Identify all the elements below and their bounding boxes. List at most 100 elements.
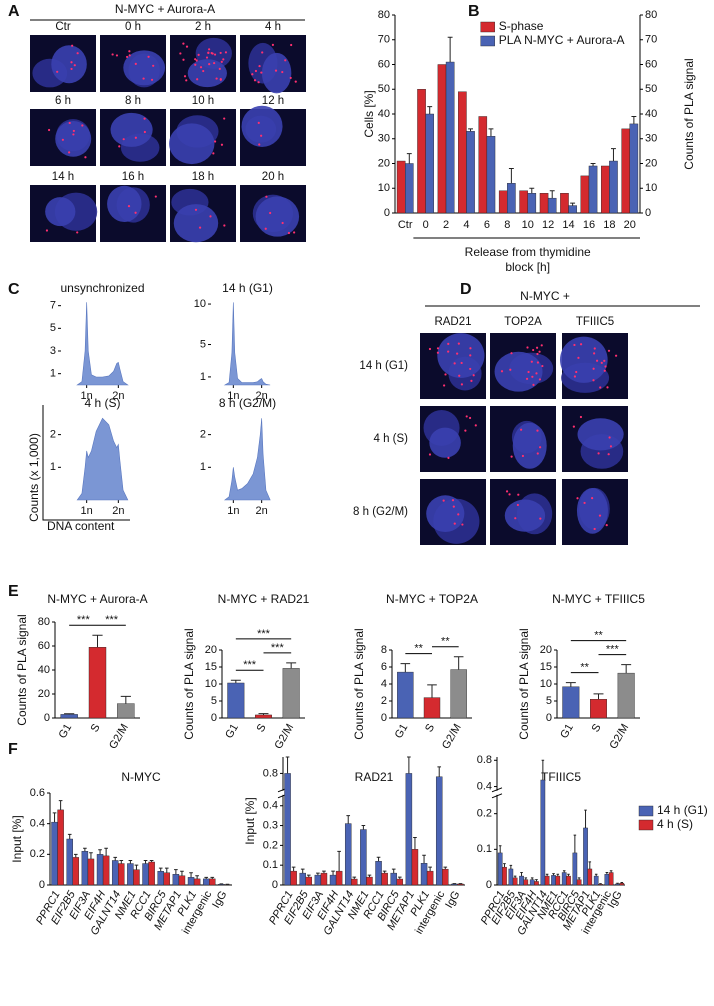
bar xyxy=(608,872,614,886)
error-bar xyxy=(189,872,193,878)
error-bar xyxy=(573,834,577,853)
y-tick-label: 70 xyxy=(645,34,657,46)
error-bar xyxy=(520,872,523,877)
y-tick-label: 2 xyxy=(50,429,56,441)
pla-dot xyxy=(185,45,189,48)
pla-dot xyxy=(73,64,76,67)
pla-dot xyxy=(447,456,450,459)
error-bar xyxy=(556,873,560,877)
pla-dot xyxy=(111,53,114,56)
error-bar xyxy=(382,870,387,874)
bar xyxy=(502,866,507,886)
y-tick-label: 10 xyxy=(540,678,552,690)
error-bar xyxy=(530,877,534,880)
bar xyxy=(604,874,610,886)
x-tick-label: 1n xyxy=(227,390,239,402)
pla-dot xyxy=(464,429,467,432)
significance-label: ** xyxy=(594,630,603,642)
pla-dot xyxy=(183,75,187,78)
bar xyxy=(568,205,577,214)
error-bar xyxy=(89,852,93,859)
bar xyxy=(127,863,134,886)
pla-dot xyxy=(451,499,455,502)
chart-title: TFIIIC5 xyxy=(541,770,581,784)
error-bar xyxy=(590,163,596,166)
pla-dot xyxy=(452,505,455,508)
bar xyxy=(609,160,618,214)
pla-dot xyxy=(510,352,513,355)
pla-dot xyxy=(56,70,59,73)
pla-dot xyxy=(516,503,519,507)
x-tick-label: G1 xyxy=(57,722,75,741)
pla-dot xyxy=(210,51,213,55)
pla-dot xyxy=(220,143,224,146)
bar xyxy=(551,875,556,886)
pla-dot xyxy=(179,52,182,55)
x-tick-label: 18 xyxy=(603,219,615,231)
error-bar xyxy=(541,759,545,780)
bar xyxy=(172,874,180,886)
pla-dot xyxy=(474,424,477,427)
legend-label: S-phase xyxy=(499,19,544,33)
error-bar xyxy=(58,800,63,810)
error-bar xyxy=(285,756,290,774)
pla-dot xyxy=(261,51,264,54)
error-bar xyxy=(83,847,87,852)
error-bar xyxy=(119,859,124,864)
pla-dot xyxy=(535,346,539,349)
pla-dot xyxy=(428,453,432,456)
image-label: 6 h xyxy=(55,95,71,107)
bar xyxy=(555,875,561,886)
image-label: 20 h xyxy=(262,171,284,183)
pla-dot xyxy=(525,377,529,380)
bar xyxy=(148,861,155,886)
x-tick-label: 6 xyxy=(484,219,490,231)
y-axis-label: Input [%] xyxy=(243,797,257,844)
bar xyxy=(601,165,610,214)
significance-label: *** xyxy=(243,659,257,671)
pla-dot xyxy=(222,58,225,61)
bar xyxy=(227,682,245,719)
error-bar xyxy=(529,187,535,194)
x-tick-label: 0 xyxy=(423,219,429,231)
pla-dot xyxy=(198,226,202,229)
pla-dot xyxy=(536,352,539,356)
error-bar xyxy=(609,870,613,873)
bar xyxy=(396,878,404,886)
pla-dot xyxy=(536,429,539,432)
chart-title: 8 h (G2/M) xyxy=(219,396,276,410)
pla-dot xyxy=(72,133,75,136)
pla-dot xyxy=(202,69,205,73)
pla-dot xyxy=(606,386,609,389)
error-bar xyxy=(577,877,581,880)
error-bar xyxy=(291,866,296,872)
pla-dot xyxy=(597,452,600,455)
error-bar xyxy=(164,867,169,873)
pla-dot xyxy=(214,140,217,143)
error-bar xyxy=(508,167,514,184)
y-tick-label: 0.8 xyxy=(477,754,492,766)
histogram-area xyxy=(223,418,271,501)
image-label: 16 h xyxy=(122,171,144,183)
bar xyxy=(133,869,140,886)
pla-dot xyxy=(143,130,146,134)
error-bar xyxy=(616,882,619,884)
pla-dot xyxy=(510,455,513,458)
error-bar xyxy=(428,866,432,872)
panel-letter: A xyxy=(8,3,20,20)
pla-dot xyxy=(70,67,73,71)
x-tick-label: S xyxy=(423,722,437,734)
pla-dot xyxy=(517,493,520,496)
y-tick-label: 40 xyxy=(645,108,657,120)
bar xyxy=(320,872,328,886)
panel-letter: E xyxy=(8,583,19,600)
y-tick-label: 0 xyxy=(486,879,492,891)
pla-dot xyxy=(436,347,440,350)
row-label: 14 h (G1) xyxy=(359,360,408,372)
y-tick-label: 8 xyxy=(381,644,387,656)
bar xyxy=(163,872,171,886)
pla-dot xyxy=(194,63,197,66)
y-tick-label: 20 xyxy=(645,157,657,169)
y-tick-label: 5 xyxy=(211,695,217,707)
